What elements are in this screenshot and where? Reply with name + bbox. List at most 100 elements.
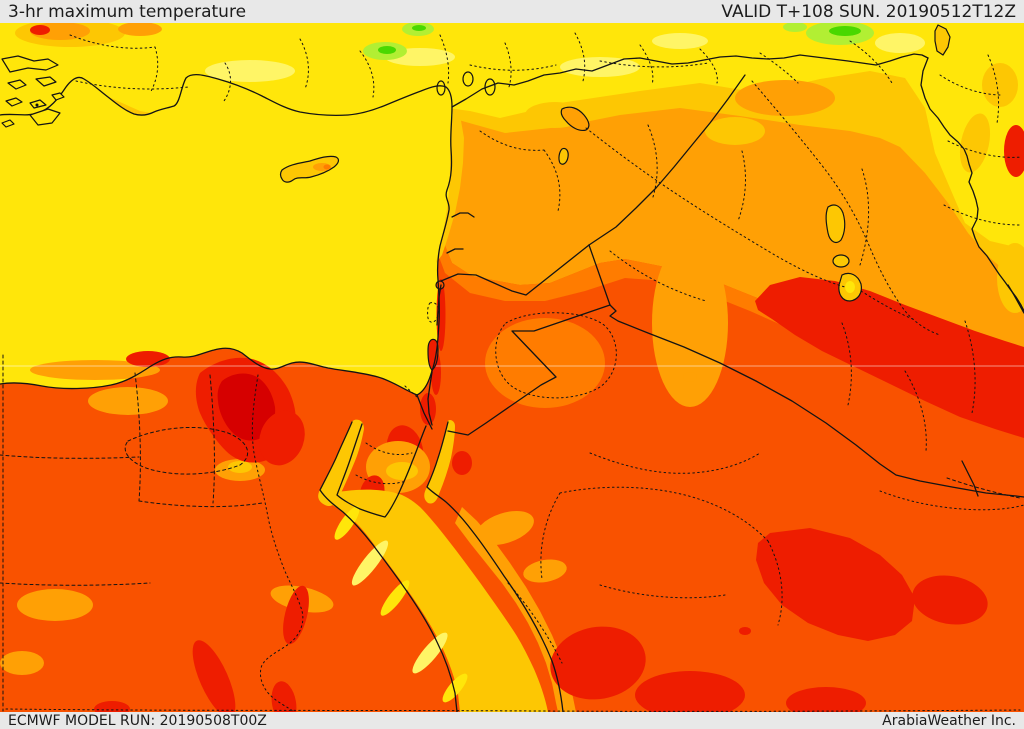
- jordan-iraq-border: [588, 244, 611, 306]
- cool-spot: [783, 23, 807, 32]
- sea-warm-streak: [351, 540, 389, 586]
- island: [1, 55, 59, 73]
- contour-blob: [386, 462, 418, 480]
- island: [1, 119, 15, 128]
- aegean-islands: [1, 55, 65, 128]
- contour-blob: [30, 25, 50, 35]
- contour-blob: [560, 57, 640, 77]
- contour-blob: [126, 351, 170, 367]
- gaza-west-bank-lines: [404, 302, 439, 398]
- turkish-lake: [436, 80, 446, 96]
- nile-valley-hot-strip: [192, 640, 236, 712]
- jordan-saudi-border: [447, 304, 611, 436]
- contour-blob: [875, 33, 925, 53]
- jordan-syria-border: [440, 244, 590, 296]
- jordan-river-arava-line: [427, 284, 442, 426]
- lake-urmia: [934, 24, 951, 56]
- syria-iraq-border: [588, 74, 746, 246]
- island-rhodes: [29, 108, 61, 126]
- contour-blob: [271, 681, 297, 712]
- contour-blob: [476, 510, 534, 546]
- header-bar: 3-hr maximum temperature VALID T+108 SUN…: [0, 0, 1024, 23]
- contour-blob: [88, 387, 168, 415]
- lake-tuz: [558, 147, 569, 165]
- gulf-of-suez-fill: [318, 419, 364, 507]
- model-run-label: ECMWF MODEL RUN: 20190508T00Z: [8, 712, 267, 729]
- contour-blob: [431, 109, 456, 259]
- iran-iraq-border: [920, 57, 1024, 312]
- lake-razzaza-core: [845, 281, 855, 293]
- contour-blob: [1004, 125, 1024, 177]
- island-dot: [35, 103, 39, 107]
- lake-habbaniyah: [832, 254, 850, 268]
- sea-warm-streak: [380, 580, 410, 616]
- gulf-of-aqaba-fill: [424, 420, 455, 504]
- cool-spot-core: [412, 25, 426, 31]
- israel-egypt-border: [416, 394, 433, 430]
- valid-time-label: VALID T+108 SUN. 20190512T12Z: [721, 1, 1016, 22]
- map-canvas: [0, 23, 1024, 712]
- turkey-admin-lines: [69, 32, 893, 102]
- turkish-lake: [484, 78, 496, 96]
- cyprus: [279, 155, 340, 183]
- contour-blob: [705, 117, 765, 145]
- page-title: 3-hr maximum temperature: [8, 1, 247, 22]
- contour-blob: [94, 701, 130, 712]
- island: [7, 79, 27, 90]
- iraq-hot-zone: [755, 277, 1024, 438]
- admin-boundaries: [0, 32, 1024, 712]
- euphrates-river: [585, 127, 916, 321]
- contour-blob: [0, 651, 44, 675]
- contour-blob: [118, 23, 162, 36]
- map-bottom-edge-dotted: [5, 708, 1021, 712]
- iraq-saudi-border: [609, 304, 1024, 498]
- egypt-admin-lines: [0, 354, 263, 712]
- lake-tharthar: [825, 204, 846, 243]
- sea-warm-streak: [334, 506, 360, 540]
- contour-blob: [17, 589, 93, 621]
- sinai-coastline: [336, 423, 427, 518]
- contour-blob: [652, 33, 708, 49]
- turkey-syria-iraq-border: [451, 53, 929, 108]
- sea-warm-streak: [442, 673, 468, 703]
- contour-blob: [739, 627, 751, 635]
- iran-admin-lines: [939, 54, 1023, 226]
- turkish-lake: [462, 71, 474, 87]
- contour-blob: [550, 626, 646, 700]
- contour-blob: [452, 451, 472, 475]
- contour-blob: [205, 60, 295, 82]
- nile-river: [251, 374, 304, 712]
- mediterranean-sea-fill: [0, 74, 452, 395]
- contour-blob: [420, 393, 436, 425]
- syria-iraq-admin-lines: [479, 124, 976, 452]
- saudi-hot-zone: [756, 528, 915, 641]
- contour-blob: [735, 80, 835, 116]
- weather-map-svg: [0, 23, 1024, 712]
- kuwait-dashed-line: [946, 477, 1021, 499]
- contour-blob: [228, 461, 252, 473]
- sea-warm-streak: [412, 632, 448, 674]
- red-sea-east-coastline: [426, 421, 564, 712]
- cool-spot-core: [829, 26, 861, 36]
- jordan-saudi-admin-lines: [495, 312, 1024, 664]
- red-sea-fill: [320, 489, 548, 712]
- lebanon-border: [446, 212, 475, 254]
- contour-blob: [982, 63, 1018, 107]
- island: [35, 76, 57, 87]
- kuwait-border: [961, 460, 979, 497]
- contour-blob: [912, 575, 988, 625]
- island: [51, 92, 65, 101]
- contour-blob: [635, 671, 745, 712]
- contour-blob: [30, 360, 160, 380]
- contour-blob: [786, 687, 866, 712]
- contour-blob: [523, 559, 567, 583]
- island: [5, 97, 23, 107]
- lake-assad: [560, 106, 590, 132]
- brand-label: ArabiaWeather Inc.: [882, 712, 1016, 729]
- sinai-admin-lines: [355, 442, 413, 485]
- nile-valley-hot-strip: [283, 585, 309, 645]
- contour-blob: [259, 410, 305, 466]
- contour-blob: [436, 115, 464, 263]
- cool-spot-core: [378, 46, 396, 54]
